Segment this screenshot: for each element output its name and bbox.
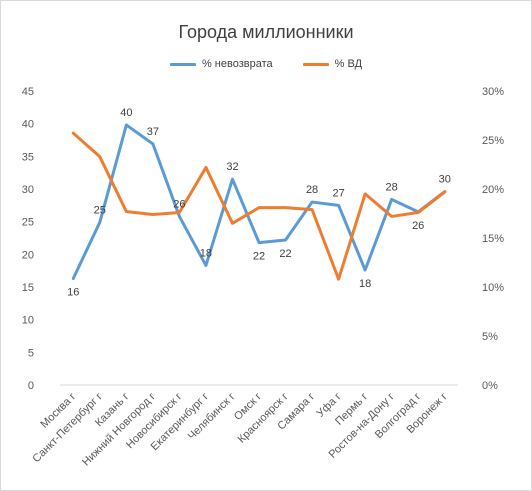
data-label: 37 (147, 126, 159, 138)
series-line-nevozvrat (71, 123, 447, 281)
y-right-tick-label: 0% (482, 380, 498, 392)
y-left-tick-label: 5 (28, 347, 34, 359)
chart-title: Города миллионники (178, 22, 354, 42)
legend-swatch-vd (302, 62, 329, 66)
data-label: 27 (332, 187, 344, 199)
y-right-tick-label: 10% (482, 282, 504, 294)
data-label: 16 (67, 287, 79, 299)
y-right-tick-label: 20% (482, 184, 504, 196)
series-line-vd (71, 131, 447, 281)
y-left-tick-label: 15 (22, 282, 34, 294)
y-right-tick-label: 30% (482, 86, 504, 98)
y-left-tick-label: 10 (22, 315, 34, 327)
chart-legend: % невозврата % ВД (0, 58, 532, 70)
y-right-tick-label: 25% (482, 135, 504, 147)
data-label: 18 (200, 247, 212, 259)
legend-item-nevozvrat: % невозврата (169, 58, 273, 70)
y-left-tick-label: 25 (22, 217, 34, 229)
y-left-tick-label: 0 (28, 380, 34, 392)
y-left-tick-label: 30 (22, 184, 34, 196)
data-label: 18 (359, 278, 371, 290)
y-left-tick-label: 45 (22, 86, 34, 98)
data-label: 22 (279, 248, 291, 260)
legend-item-vd: % ВД (302, 58, 363, 70)
y-right-tick-label: 15% (482, 233, 504, 245)
data-label: 40 (120, 107, 132, 119)
legend-swatch-nevozvrat (169, 62, 196, 66)
legend-label-vd: % ВД (334, 58, 363, 70)
y-left-tick-label: 40 (22, 119, 34, 131)
data-label: 32 (226, 161, 238, 173)
data-label: 28 (386, 181, 398, 193)
y-right-tick-label: 5% (482, 331, 498, 343)
y-left-tick-label: 20 (22, 249, 34, 261)
y-left-tick-label: 35 (22, 151, 34, 163)
data-label: 22 (253, 251, 265, 263)
data-label: 26 (173, 198, 185, 210)
data-label: 30 (439, 174, 451, 186)
legend-label-nevozvrat: % невозврата (201, 58, 273, 70)
data-label: 28 (306, 184, 318, 196)
data-label: 26 (412, 220, 424, 232)
data-label: 25 (94, 204, 106, 216)
